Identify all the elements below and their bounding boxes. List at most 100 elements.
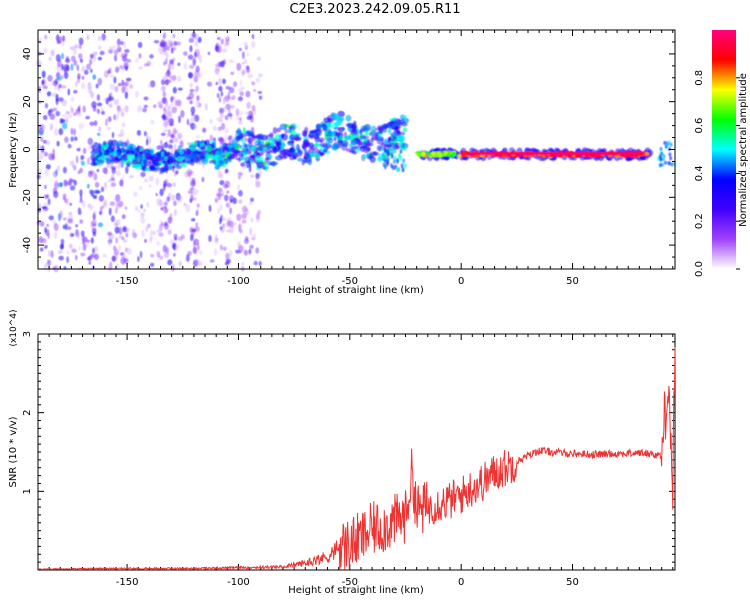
spectrogram-cell [321, 128, 328, 132]
spectrogram-cell [73, 128, 77, 136]
spectrogram-cell [116, 107, 121, 115]
spectrogram-cell [46, 223, 49, 228]
spectrogram-cell [190, 116, 196, 123]
spectrogram-cell [174, 151, 179, 158]
spectrogram-cell [140, 212, 144, 219]
spectrogram-cell [36, 174, 41, 180]
spectrogram-cell [92, 74, 97, 80]
spectrogram-cell [219, 244, 223, 251]
spectrogram-cell [235, 108, 240, 117]
spectrogram-cell [195, 65, 200, 73]
spectrogram-cell [105, 157, 112, 165]
spectrogram-cell [171, 264, 175, 272]
spectrogram-cell [42, 85, 48, 90]
spectrogram-cell [222, 246, 227, 251]
spectrogram-cell [136, 145, 140, 153]
spectrogram-cell [253, 88, 257, 92]
spectrogram-cell [451, 152, 457, 156]
spectrogram-cell [148, 175, 154, 182]
spectrogram-cell [262, 166, 266, 170]
spectrogram-cell [160, 206, 164, 211]
spectrogram-cell [67, 143, 72, 149]
spectrogram-cell [197, 36, 202, 43]
spectrogram-cell [170, 194, 176, 202]
spectrogram-cell [659, 151, 663, 155]
spectrogram-cell [39, 220, 45, 227]
spectrogram-cell [228, 153, 235, 160]
spectrogram-cell [189, 122, 192, 126]
spectrogram-cell [163, 108, 168, 116]
spectrogram-cell [68, 243, 73, 249]
spectrogram-cell [43, 263, 48, 271]
spectrogram-cell [167, 259, 173, 266]
spectrogram-cell [40, 136, 44, 142]
spectrogram-cell [403, 145, 407, 151]
spectrogram-cell [118, 200, 124, 207]
spectrogram-cell [183, 202, 187, 207]
spectrogram-cell [193, 35, 198, 40]
spectrogram-cell [319, 142, 328, 147]
spectrogram-cell [212, 159, 217, 165]
spectrogram-cell [353, 128, 358, 135]
spectrogram-cell [269, 132, 274, 138]
spectrogram-cell [77, 170, 81, 174]
spectrogram-cell [383, 164, 387, 170]
spectrogram-cell [89, 58, 93, 66]
spectrogram-cell [218, 107, 225, 114]
spectrogram-cell [111, 131, 115, 139]
spectrogram-cell [271, 160, 276, 167]
spectrogram-cell [576, 154, 581, 158]
spectrogram-cell [82, 244, 87, 251]
spectrogram-cell [70, 127, 74, 136]
spectrogram-cell [65, 111, 70, 115]
spectrogram-cell [161, 48, 167, 56]
spectrogram-line-core [472, 151, 644, 155]
spectrogram-cell [107, 265, 113, 271]
spectrogram-cell [228, 59, 235, 64]
spectrogram-cell [46, 91, 52, 97]
spectrogram-cell [160, 139, 163, 147]
spectrogram-cell [183, 62, 188, 70]
spectrogram-cell [280, 149, 289, 154]
spectrogram-cell [61, 85, 67, 89]
spectrogram-cell [252, 233, 257, 241]
spectrogram-cell [155, 193, 158, 197]
spectrogram-cell [202, 127, 207, 133]
spectrogram-cell [170, 158, 176, 164]
snr-frame [37, 333, 676, 571]
spectrogram-cell [244, 207, 249, 216]
spectrogram-cell [214, 197, 219, 203]
spectrogram-cell [323, 117, 331, 123]
spectrogram-cell [195, 157, 201, 162]
spectrogram-cell [225, 36, 231, 42]
spectrogram-cell [236, 62, 242, 71]
spectrogram-cell [78, 53, 83, 59]
snr-series-line [37, 346, 676, 571]
spectrogram-cell [158, 232, 164, 237]
spectrogram-cell [233, 149, 241, 154]
spectrogram-cell [82, 147, 87, 155]
spectrogram-cell [92, 105, 97, 112]
spectrogram-cell [160, 132, 166, 136]
spectrogram-cell [189, 64, 195, 69]
spectrogram-cell [173, 208, 178, 217]
spectrogram-cell [123, 40, 127, 49]
spectrogram-cell [204, 103, 208, 111]
spectrogram-cell [132, 232, 138, 239]
spectrogram-cell [659, 147, 663, 151]
spectrogram-cell [182, 51, 188, 56]
spectrogram-cell [247, 137, 254, 145]
spectrogram-cell [390, 163, 394, 169]
spectrogram-cell [144, 238, 147, 243]
spectrogram-cell [331, 143, 339, 151]
spectrogram-cell [113, 54, 118, 62]
spectrogram-cell [303, 141, 311, 148]
spectrogram-cell [80, 230, 85, 237]
spectrogram-cell [218, 173, 224, 179]
spectrogram-cell [66, 251, 70, 255]
spectrogram-cell [90, 237, 94, 244]
spectrogram-cell [111, 255, 116, 262]
spectrogram-cell [192, 57, 197, 66]
spectrogram-cell [122, 159, 126, 166]
